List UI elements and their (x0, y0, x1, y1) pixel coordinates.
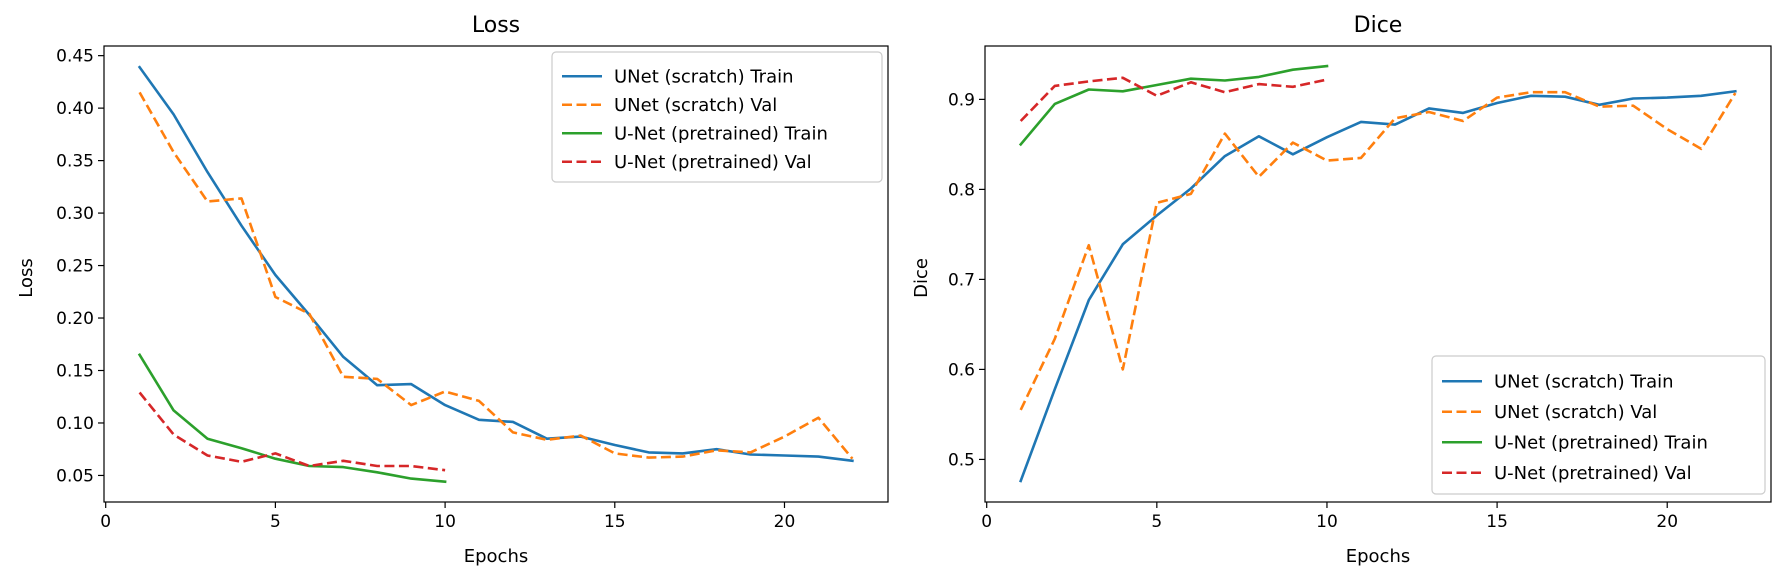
loss-y-tick-label: 0.35 (56, 152, 94, 172)
dice-legend-label: U-Net (pretrained) Val (1494, 463, 1692, 484)
dice-x-tick-label: 0 (981, 512, 992, 532)
loss-y-axis-label: Loss (16, 258, 37, 297)
dice-legend-label: U-Net (pretrained) Train (1494, 432, 1708, 453)
dice-legend-box (1431, 355, 1766, 495)
loss-x-tick-label: 10 (434, 512, 456, 532)
loss-chart-panel: Loss Epochs Loss 0 5 10 15 20 0.05 0.10 0.15 0.2… (16, 13, 889, 567)
loss-y-tick-label: 0.45 (56, 47, 94, 67)
dice-series-u-net-pretrained-train (1018, 64, 1329, 147)
loss-y-tick-label: 0.40 (56, 99, 94, 119)
dice-plot-area (1018, 64, 1737, 483)
dice-axes-frame (984, 45, 1772, 503)
loss-series-u-net-pretrained-val (138, 391, 446, 472)
loss-y-tick-label: 0.30 (56, 204, 94, 224)
loss-x-axis-label: Epochs (464, 546, 529, 567)
dice-legend: UNet (scratch) Train UNet (scratch) Val U-… (1431, 355, 1766, 495)
loss-x-tick-label: 0 (100, 512, 111, 532)
loss-chart-title: Loss (472, 13, 520, 38)
dice-x-tick-label: 5 (1151, 512, 1162, 532)
dice-x-tick-label: 10 (1316, 512, 1338, 532)
dice-series-u-net-pretrained-val (1019, 76, 1328, 122)
dice-chart-title: Dice (1354, 13, 1403, 38)
loss-plot-area (137, 65, 854, 484)
loss-x-tick-label: 15 (604, 512, 626, 532)
loss-x-tick-label: 20 (774, 512, 796, 532)
loss-series-unet-scratch-val (138, 91, 854, 460)
loss-y-tick-label: 0.10 (56, 414, 94, 434)
dice-y-tick-label: 0.6 (948, 360, 975, 380)
dice-y-tick-label: 0.8 (948, 180, 975, 200)
loss-legend-box (551, 51, 883, 183)
dice-y-axis-label: Dice (911, 258, 932, 298)
dice-series-unet-scratch-val (1019, 90, 1737, 411)
dice-x-tick-label: 15 (1486, 512, 1508, 532)
dice-y-tick-label: 0.7 (948, 270, 975, 290)
loss-legend: UNet (scratch) Train UNet (scratch) Val U-… (551, 51, 883, 183)
dice-chart-panel: Dice Epochs Dice 0 5 10 15 20 0.5 0.6 0.7 0.8 0.9… (911, 13, 1772, 567)
dice-series-unet-scratch-train (1019, 89, 1737, 483)
dice-y-tick-label: 0.5 (948, 450, 975, 470)
dice-x-axis-label: Epochs (1346, 546, 1411, 567)
loss-legend-label: U-Net (pretrained) Val (614, 152, 812, 173)
loss-x-tick-label: 5 (270, 512, 281, 532)
loss-axes-frame (103, 45, 889, 503)
loss-y-tick-label: 0.25 (56, 257, 94, 277)
loss-axis-ticks: 0 5 10 15 20 0.05 0.10 0.15 0.20 0.25 0.30 0.35 0.40… (56, 47, 795, 532)
loss-y-tick-label: 0.05 (56, 466, 94, 486)
dice-y-tick-label: 0.9 (948, 90, 975, 110)
dice-axis-ticks: 0 5 10 15 20 0.5 0.6 0.7 0.8 0.9 (948, 90, 1678, 532)
loss-y-tick-label: 0.20 (56, 309, 94, 329)
loss-legend-label: UNet (scratch) Train (614, 66, 794, 87)
dice-legend-label: UNet (scratch) Train (1494, 371, 1674, 392)
dice-x-tick-label: 20 (1656, 512, 1678, 532)
loss-y-tick-label: 0.15 (56, 361, 94, 381)
loss-legend-label: U-Net (pretrained) Train (614, 123, 828, 144)
dice-legend-label: UNet (scratch) Val (1494, 402, 1657, 423)
loss-series-u-net-pretrained-train (137, 353, 447, 484)
loss-legend-label: UNet (scratch) Val (614, 95, 777, 116)
